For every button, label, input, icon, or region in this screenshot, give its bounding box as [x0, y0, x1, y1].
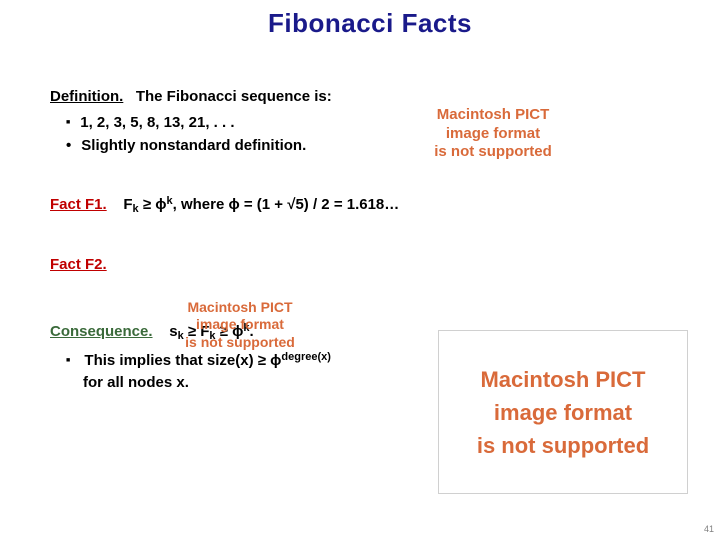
fact-f2-line: Fact F2.: [50, 255, 690, 275]
definition-text: [128, 88, 136, 105]
pict-placeholder-1: Macintosh PICT image format is not suppo…: [398, 98, 588, 170]
fact-f2-label: Fact F2.: [50, 256, 107, 273]
definition-line: Definition. The Fibonacci sequence is:: [50, 87, 690, 107]
pict-placeholder-3: Macintosh PICT image format is not suppo…: [438, 330, 688, 494]
pict-placeholder-2: Macintosh PICT image format is not suppo…: [150, 292, 330, 358]
fact-f1-label: Fact F1.: [50, 196, 107, 213]
slide-title: Fibonacci Facts: [50, 8, 690, 39]
def-bullet-1: 1, 2, 3, 5, 8, 13, 21, . . .: [50, 113, 690, 133]
fact-f1-line: Fact F1. Fk ≥ ϕk, where ϕ = (1 + √5) / 2…: [50, 194, 690, 217]
definition-label: Definition.: [50, 88, 123, 105]
consequence-label: Consequence.: [50, 323, 153, 340]
def-bullet-2: Slightly nonstandard definition.: [50, 136, 690, 156]
page-number: 41: [704, 524, 714, 534]
